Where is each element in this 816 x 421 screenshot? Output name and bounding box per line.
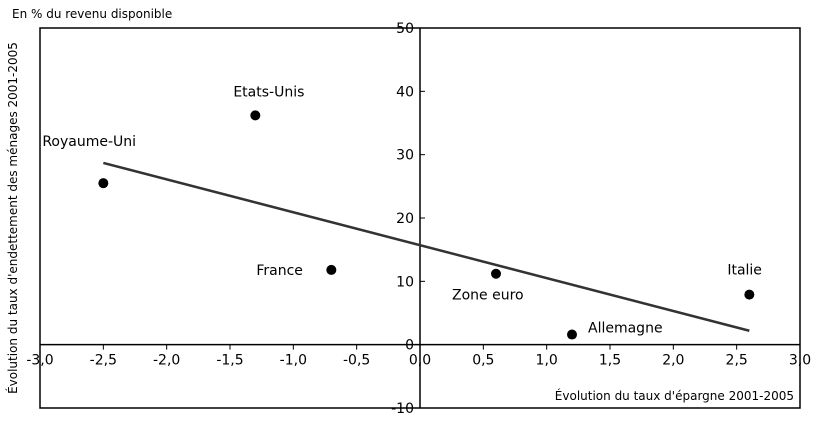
point-label: France	[256, 263, 303, 279]
scatter-point	[567, 329, 577, 340]
y-axis-label: Évolution du taux d'endettement des ména…	[5, 42, 20, 394]
x-axis-label: Évolution du taux d'épargne 2001-2005	[555, 388, 794, 403]
x-tick-label: -0,5	[343, 353, 370, 369]
scatter-point	[491, 268, 501, 279]
x-tick-label: 2,5	[726, 353, 748, 369]
point-label: Zone euro	[452, 288, 524, 304]
y-tick-label: 0	[405, 338, 414, 354]
scatter-point	[326, 264, 337, 275]
x-tick-label: -3,0	[26, 353, 53, 369]
y-tick-label: 40	[396, 84, 414, 100]
x-tick-label: 3,0	[789, 353, 811, 369]
y-tick-label: 20	[396, 211, 414, 227]
x-tick-label: 2,0	[662, 353, 684, 369]
point-label: Allemagne	[588, 321, 663, 337]
x-tick-label: -1,0	[280, 353, 307, 369]
x-tick-label: 0,5	[472, 353, 494, 369]
point-labels: Royaume-Uni Etats-Unis France Zone euro Alle…	[42, 84, 762, 336]
scatter-point	[250, 110, 261, 121]
point-label: Royaume-Uni	[42, 134, 136, 150]
x-tick-label: -1,5	[216, 353, 243, 369]
scatter-point	[744, 289, 755, 300]
x-tick-label: -2,0	[153, 353, 180, 369]
regression-line	[103, 161, 750, 332]
x-tick-label: 1,0	[536, 353, 558, 369]
x-tick-label: -2,5	[90, 353, 117, 369]
x-tick-label: 1,5	[599, 353, 621, 369]
trendline	[103, 161, 750, 332]
point-label: Etats-Unis	[233, 84, 304, 100]
y-axis: -10 0 10 20 30 40 50	[391, 21, 425, 417]
y-tick-label: 50	[396, 21, 414, 37]
scatter-point	[98, 178, 109, 189]
x-axis: -3,0 -2,5 -2,0 -1,5 -1,0 -0,5 0,0 0,5 1,0 1,5 2,0 2…	[26, 343, 811, 369]
point-label: Italie	[727, 263, 762, 279]
y-tick-label: 10	[396, 274, 414, 290]
scatter-points	[98, 110, 755, 340]
y-tick-label: -10	[391, 401, 414, 417]
chart-subtitle: En % du revenu disponible	[12, 7, 172, 21]
y-tick-label: 30	[396, 148, 414, 164]
